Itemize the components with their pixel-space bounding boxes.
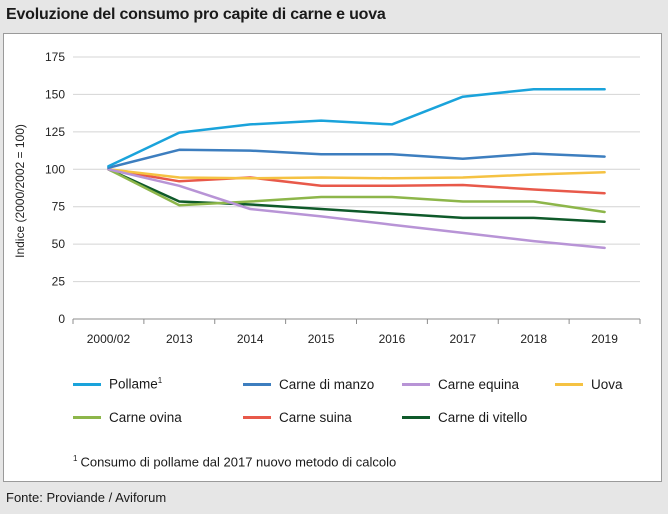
legend-footnote-mark: 1	[157, 376, 163, 386]
legend-swatch	[402, 415, 430, 419]
footnote-mark: 1	[73, 454, 78, 463]
legend-swatch	[243, 415, 271, 419]
legend-swatch	[243, 382, 271, 386]
legend-item: Carne di manzo	[243, 376, 374, 392]
series-line-carne-suina	[107, 168, 606, 195]
chart-panel	[3, 33, 662, 482]
series-line-carne-di-manzo	[107, 148, 606, 170]
legend-item: Carne equina	[402, 376, 519, 392]
series-lines	[107, 87, 606, 250]
y-tick-label: 150	[45, 87, 65, 101]
legend-label: Pollame1	[109, 376, 163, 392]
y-tick-label: 175	[45, 50, 65, 64]
footnote-text: Consumo di pollame dal 2017 nuovo metodo…	[80, 454, 397, 470]
legend-swatch	[555, 382, 583, 386]
legend-item: Pollame1	[73, 376, 162, 392]
legend-label: Uova	[591, 376, 623, 392]
series-line-carne-equina	[107, 168, 606, 250]
legend-label: Carne suina	[279, 409, 352, 425]
legend-label: Carne di vitello	[438, 409, 528, 425]
y-tick-label: 125	[45, 125, 65, 139]
y-tick-labels: 0 25 50 75 100 125 150 175	[45, 50, 65, 326]
series-line-uova	[107, 168, 606, 180]
legend-item: Uova	[555, 376, 623, 392]
y-tick-label: 50	[52, 237, 66, 251]
legend-label: Carne di manzo	[279, 376, 375, 392]
x-tick-labels: 2000/02 2013 2014 2015 2016 2017 2018 2019	[87, 332, 618, 346]
x-tick-label: 2014	[237, 332, 264, 346]
legend-label: Carne ovina	[109, 409, 182, 425]
x-tick-label: 2013	[166, 332, 193, 346]
series-line-carne-ovina	[107, 168, 606, 214]
y-tick-label: 100	[45, 162, 65, 176]
legend-swatch	[73, 382, 101, 386]
legend-item: Carne ovina	[73, 409, 182, 425]
legend-label: Carne equina	[438, 376, 520, 392]
x-tick-label: 2018	[520, 332, 547, 346]
x-tick-label: 2017	[449, 332, 476, 346]
axes	[72, 318, 641, 324]
series-line-carne-di-vitello	[107, 168, 606, 223]
footnote: 1 Consumo di pollame dal 2017 nuovo metod…	[73, 454, 396, 469]
y-axis-title: Indice (2000/2002 = 100)	[13, 124, 27, 258]
y-tick-label: 75	[52, 200, 66, 214]
legend-swatch	[402, 382, 430, 386]
x-tick-label: 2015	[308, 332, 335, 346]
y-tick-label: 25	[52, 275, 66, 289]
legend-item: Carne suina	[243, 409, 352, 425]
source-note: Fonte: Proviande / Aviforum	[6, 490, 167, 505]
x-tick-label: 2016	[379, 332, 406, 346]
x-tick-label: 2019	[591, 332, 618, 346]
y-tick-label: 0	[58, 312, 65, 326]
x-tick-label: 2000/02	[87, 332, 131, 346]
gridlines	[73, 56, 640, 283]
chart-title: Evoluzione del consumo pro capite di car…	[6, 6, 386, 23]
legend-item: Carne di vitello	[402, 409, 527, 425]
series-line-pollame	[107, 87, 606, 168]
legend-swatch	[73, 415, 101, 419]
